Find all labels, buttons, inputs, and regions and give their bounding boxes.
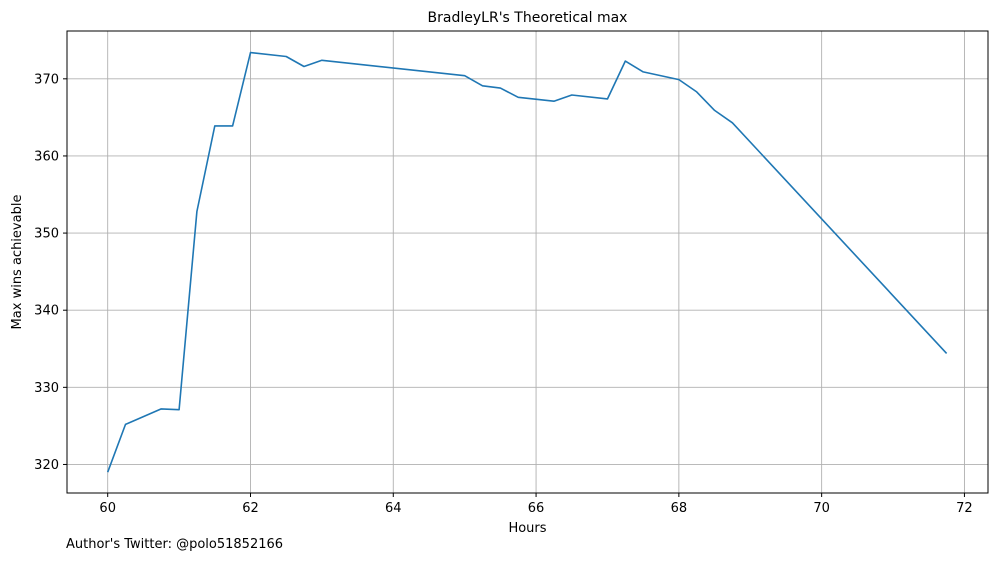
chart-title: BradleyLR's Theoretical max	[428, 10, 628, 26]
x-tick-label: 60	[99, 501, 116, 516]
grid-layer	[67, 31, 988, 493]
x-tick-label: 68	[671, 501, 688, 516]
tick-layer: 60 62 64 66 68 70 72 320 330 340 350 360 370	[34, 72, 973, 516]
y-tick-label: 370	[34, 72, 59, 87]
author-footnote: Author's Twitter: @polo51852166	[66, 537, 284, 552]
series-layer	[106, 51, 948, 473]
x-tick-label: 64	[385, 501, 402, 516]
y-tick-label: 360	[34, 149, 59, 164]
x-tick-label: 62	[242, 501, 259, 516]
plot-frame	[66, 30, 989, 494]
y-axis-label: Max wins achievable	[10, 195, 25, 330]
y-tick-label: 330	[34, 381, 59, 396]
x-axis-label: Hours	[508, 521, 546, 536]
y-tick-label: 320	[34, 458, 59, 473]
x-tick-label: 72	[956, 501, 973, 516]
y-tick-label: 340	[34, 304, 59, 319]
series-line	[106, 51, 948, 473]
x-tick-label: 70	[813, 501, 830, 516]
x-tick-label: 66	[528, 501, 545, 516]
y-tick-label: 350	[34, 227, 59, 242]
